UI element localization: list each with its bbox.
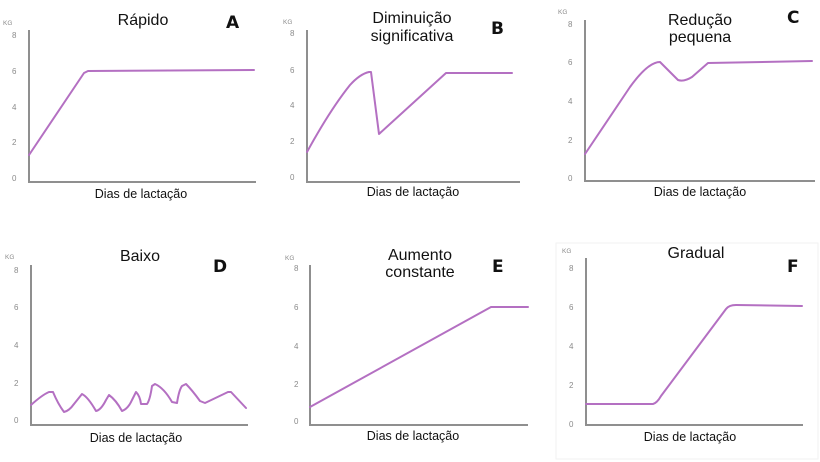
- y-tick-8: 8: [294, 264, 299, 273]
- x-axis-label: Dias de lactação: [367, 429, 459, 443]
- y-tick-8: 8: [290, 29, 295, 38]
- y-tick-6: 6: [294, 303, 299, 312]
- panel-title-line-2: constante: [385, 264, 454, 281]
- y-tick-4: 4: [568, 97, 573, 106]
- y-tick-8: 8: [12, 31, 17, 40]
- y-unit-label: KG: [3, 20, 12, 27]
- curve-b: [306, 71, 513, 153]
- y-tick-2: 2: [290, 137, 295, 146]
- panel-frame-f: [555, 242, 819, 460]
- panel-title-line-2: pequena: [669, 29, 731, 46]
- panel-letter: A: [226, 13, 240, 33]
- x-axis-label: Dias de lactação: [644, 430, 736, 444]
- axes: [28, 30, 256, 183]
- curve-a: [28, 69, 255, 156]
- y-tick-4: 4: [569, 342, 574, 351]
- x-axis-label: Dias de lactação: [654, 185, 746, 199]
- y-tick-2: 2: [568, 136, 573, 145]
- panel-letter: C: [787, 8, 799, 28]
- axes: [584, 20, 815, 182]
- y-tick-6: 6: [12, 67, 17, 76]
- y-tick-4: 4: [14, 341, 19, 350]
- y-unit-label: KG: [562, 248, 571, 255]
- y-unit-label: KG: [285, 255, 294, 262]
- y-tick-2: 2: [14, 379, 19, 388]
- y-tick-6: 6: [568, 58, 573, 67]
- y-tick-8: 8: [568, 20, 573, 29]
- panel-letter: F: [787, 257, 799, 277]
- y-tick-6: 6: [290, 66, 295, 75]
- panel-title: Rápido: [118, 12, 169, 29]
- panel-a: KG 8 6 4 2 0 Rápido A Dias de lactação: [3, 12, 256, 201]
- y-tick-8: 8: [569, 264, 574, 273]
- panel-letter: E: [492, 257, 504, 277]
- y-tick-0: 0: [568, 174, 573, 183]
- y-tick-0: 0: [294, 417, 299, 426]
- y-tick-6: 6: [569, 303, 574, 312]
- y-tick-4: 4: [12, 103, 17, 112]
- panel-title: Baixo: [120, 248, 160, 265]
- x-axis-label: Dias de lactação: [90, 431, 182, 445]
- panel-c: KG 8 6 4 2 0 Redução pequena C Dias de l…: [558, 8, 815, 199]
- y-tick-0: 0: [569, 420, 574, 429]
- y-tick-6: 6: [14, 303, 19, 312]
- panel-e: KG 8 6 4 2 0 Aumento constante E Dias de…: [285, 247, 529, 443]
- panel-title-line-1: Diminuição: [372, 10, 451, 27]
- y-tick-0: 0: [12, 174, 17, 183]
- axes: [309, 265, 528, 426]
- curve-d: [30, 383, 247, 413]
- y-tick-2: 2: [294, 380, 299, 389]
- y-tick-0: 0: [290, 173, 295, 182]
- panel-f: KG 8 6 4 2 0 Gradual F Dias de lactação: [562, 245, 803, 444]
- axes: [585, 258, 803, 426]
- panel-d: KG 8 6 4 2 0 Baixo D Dias de lactação: [5, 248, 248, 445]
- curve-e: [309, 306, 529, 408]
- panel-title-line-2: significativa: [371, 28, 454, 45]
- axes: [30, 265, 248, 426]
- y-tick-0: 0: [14, 416, 19, 425]
- panel-letter: B: [491, 19, 504, 39]
- panel-b: KG 8 6 4 2 0 Diminuição significativa B …: [283, 10, 520, 199]
- y-unit-label: KG: [5, 254, 14, 261]
- axes: [306, 30, 520, 183]
- panel-title-line-1: Aumento: [388, 247, 452, 264]
- panel-title-line-1: Redução: [668, 12, 732, 29]
- panel-title: Gradual: [668, 245, 725, 262]
- x-axis-label: Dias de lactação: [95, 187, 187, 201]
- y-tick-2: 2: [12, 138, 17, 147]
- curve-c: [584, 60, 813, 155]
- curve-f: [585, 304, 803, 405]
- y-tick-4: 4: [294, 342, 299, 351]
- panel-letter: D: [213, 257, 227, 277]
- y-tick-2: 2: [569, 381, 574, 390]
- x-axis-label: Dias de lactação: [367, 185, 459, 199]
- y-tick-4: 4: [290, 101, 295, 110]
- y-unit-label: KG: [558, 9, 567, 16]
- y-tick-8: 8: [14, 266, 19, 275]
- y-unit-label: KG: [283, 19, 292, 26]
